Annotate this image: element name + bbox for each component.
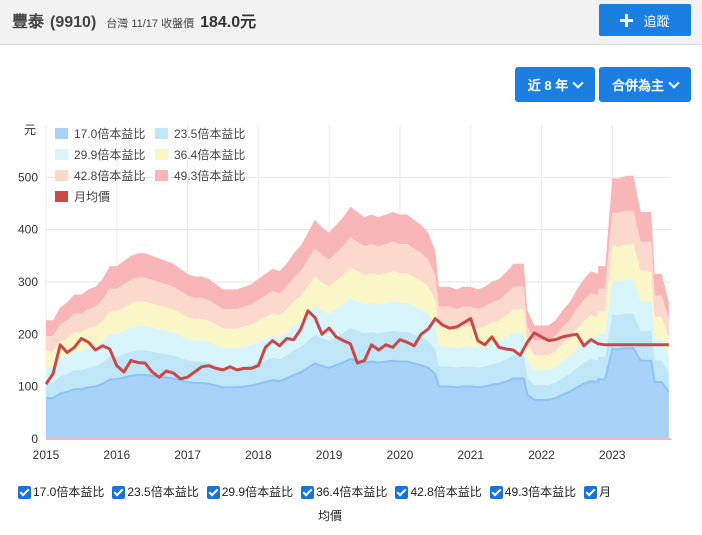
pe-band-0 (46, 348, 669, 439)
series-toggle[interactable]: 月 (584, 478, 611, 506)
legend-label: 29.9倍本益比 (74, 147, 145, 162)
checkbox-icon[interactable] (206, 485, 220, 499)
y-tick-label: 0 (31, 432, 38, 446)
series-toggle-label: 42.8倍本益比 (410, 485, 482, 499)
track-button[interactable]: 追蹤 (599, 4, 691, 36)
x-tick-label: 2020 (387, 448, 414, 462)
track-button-label: 追蹤 (643, 13, 670, 29)
checkbox-icon[interactable] (301, 485, 315, 499)
years-dropdown-label: 近 8 年 (527, 78, 569, 93)
series-toggle[interactable]: 42.8倍本益比 (395, 478, 482, 506)
stock-name: 豐泰 (12, 14, 45, 31)
series-toggle-label: 29.9倍本益比 (221, 485, 294, 499)
y-axis-label: 元 (24, 123, 36, 137)
series-toggle-label: 36.4倍本益比 (316, 485, 388, 499)
series-toggle[interactable]: 49.3倍本益比 (489, 478, 577, 506)
checkbox-icon[interactable] (395, 485, 409, 499)
stock-code: (9910) (50, 14, 97, 31)
legend-swatch (55, 128, 68, 139)
checkbox-icon[interactable] (584, 485, 598, 499)
closing-price: 184.0元 (200, 14, 257, 31)
y-tick-label: 200 (18, 327, 38, 341)
pe-band-2 (46, 279, 669, 385)
legend-swatch (55, 191, 68, 202)
y-tick-label: 100 (18, 380, 38, 394)
legend-swatch (55, 149, 68, 160)
legend-label: 49.3倍本益比 (174, 168, 245, 183)
series-toggle[interactable]: 36.4倍本益比 (301, 478, 387, 506)
series-toggle[interactable]: 17.0倍本益比 (18, 478, 104, 506)
y-tick-label: 400 (18, 223, 38, 237)
x-tick-label: 2016 (103, 448, 130, 462)
series-toggle[interactable]: 29.9倍本益比 (206, 478, 294, 506)
x-tick-label: 2017 (174, 448, 201, 462)
legend-label: 36.4倍本益比 (174, 147, 245, 162)
series-toggle-label: 17.0倍本益比 (33, 485, 105, 499)
x-tick-label: 2018 (245, 448, 272, 462)
x-tick-label: 2023 (599, 448, 626, 462)
y-tick-label: 500 (18, 170, 38, 184)
legend-continuation: 均價 (318, 509, 343, 523)
x-tick-label: 2022 (528, 448, 555, 462)
legend-swatch (155, 149, 168, 160)
series-toggle-label: 月 (599, 485, 612, 499)
legend-swatch (155, 128, 168, 139)
years-dropdown[interactable]: 近 8 年 (515, 67, 595, 102)
series-toggle-label: 23.5倍本益比 (127, 485, 199, 499)
monthly-price-line (44, 309, 669, 385)
legend-label: 23.5倍本益比 (174, 126, 245, 141)
basis-dropdown[interactable]: 合併為主 (599, 67, 691, 102)
market-info: 台灣 11/17 收盤價 (106, 18, 195, 30)
legend-swatch (155, 170, 168, 181)
series-toggle-label: 49.3倍本益比 (504, 485, 577, 499)
x-tick-label: 2015 (33, 448, 60, 462)
pe-band-3 (46, 244, 669, 371)
plus-icon (620, 13, 634, 27)
legend-swatch (55, 170, 68, 181)
legend-label: 17.0倍本益比 (74, 126, 145, 141)
x-tick-label: 2019 (316, 448, 343, 462)
legend-label: 42.8倍本益比 (74, 168, 145, 183)
checkbox-icon[interactable] (18, 485, 31, 499)
checkbox-icon[interactable] (112, 485, 126, 499)
x-tick-label: 2021 (457, 448, 484, 462)
legend-label: 月均價 (74, 190, 110, 204)
basis-dropdown-label: 合併為主 (611, 78, 664, 93)
y-tick-label: 300 (18, 275, 38, 289)
series-toggle-legend: 17.0倍本益比 23.5倍本益比 29.9倍本益比 36.4倍本益比 42.8倍本益比… (18, 478, 702, 509)
checkbox-icon[interactable] (489, 485, 503, 499)
header-bar: 豐泰 (9910) 台灣 11/17 收盤價 184.0元 追蹤 (0, 0, 702, 45)
stock-title: 豐泰 (9910) 台灣 11/17 收盤價 184.0元 (12, 8, 256, 32)
series-toggle[interactable]: 23.5倍本益比 (112, 478, 199, 506)
